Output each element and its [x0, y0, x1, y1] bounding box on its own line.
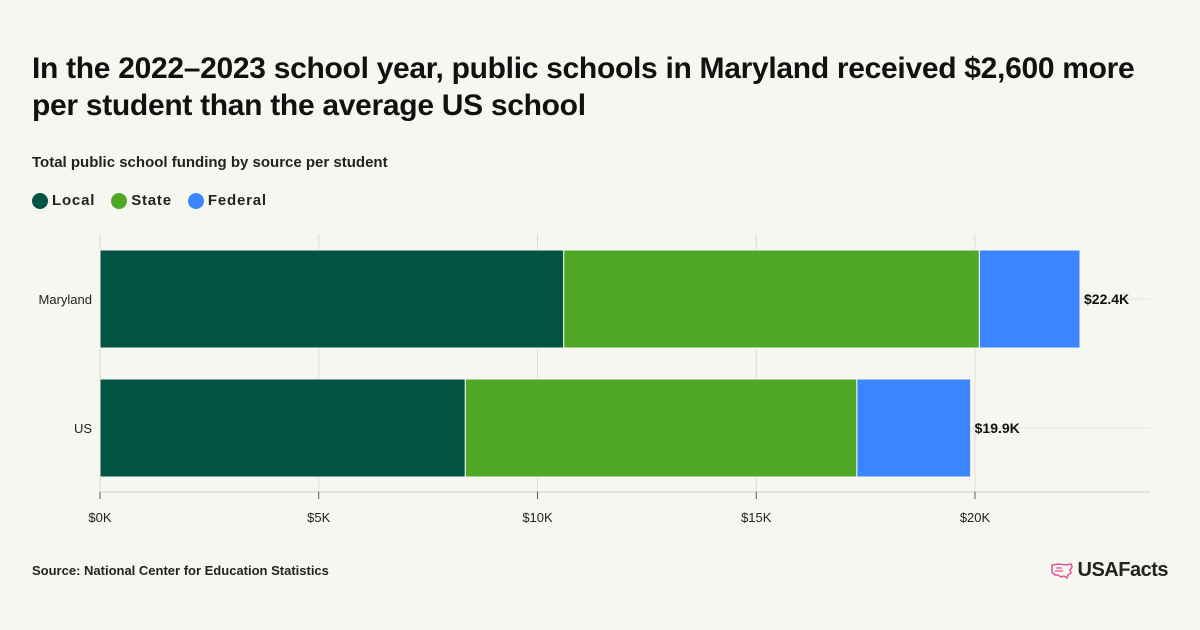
brand-name: USAFacts [1077, 559, 1169, 581]
chart-title: In the 2022–2023 school year, public sch… [32, 52, 1135, 122]
legend-item-federal: Federal [187, 192, 267, 209]
bar-segment-state-maryland [563, 249, 980, 349]
legend-label-federal: Federal [207, 192, 267, 209]
legend-swatch-state [111, 192, 128, 209]
legend-swatch-local [32, 192, 48, 209]
category-label: Maryland [39, 292, 92, 307]
legend-label-local: Local [52, 192, 96, 209]
legend-label-state: State [131, 192, 172, 209]
legend-item-local: Local [32, 192, 95, 209]
x-tick-label: $0K [88, 510, 111, 525]
legend-swatch-federal [187, 192, 204, 209]
chart-subtitle: Total public school funding by source pe… [32, 154, 388, 171]
source-note: Source: National Center for Education St… [32, 563, 329, 578]
bar-segment-local-us [99, 378, 466, 478]
bar-segment-state-us [464, 378, 858, 478]
bar-segment-federal-maryland [978, 249, 1081, 349]
x-tick-label: $5K [307, 510, 330, 525]
bar-segment-local-maryland [99, 249, 565, 349]
category-label: US [74, 421, 92, 436]
bar-total-label: $22.4K [1084, 291, 1129, 307]
x-tick-label: $15K [741, 510, 772, 525]
x-tick-label: $10K [522, 510, 553, 525]
legend: Local State Federal [32, 192, 267, 209]
us-map-outline-icon [1050, 562, 1073, 579]
bar-segment-federal-us [856, 378, 972, 478]
legend-item-state: State [111, 192, 172, 209]
bar-total-label: $19.9K [975, 420, 1020, 436]
x-tick-label: $20K [960, 510, 991, 525]
brand-logo: USAFacts [1050, 559, 1169, 582]
